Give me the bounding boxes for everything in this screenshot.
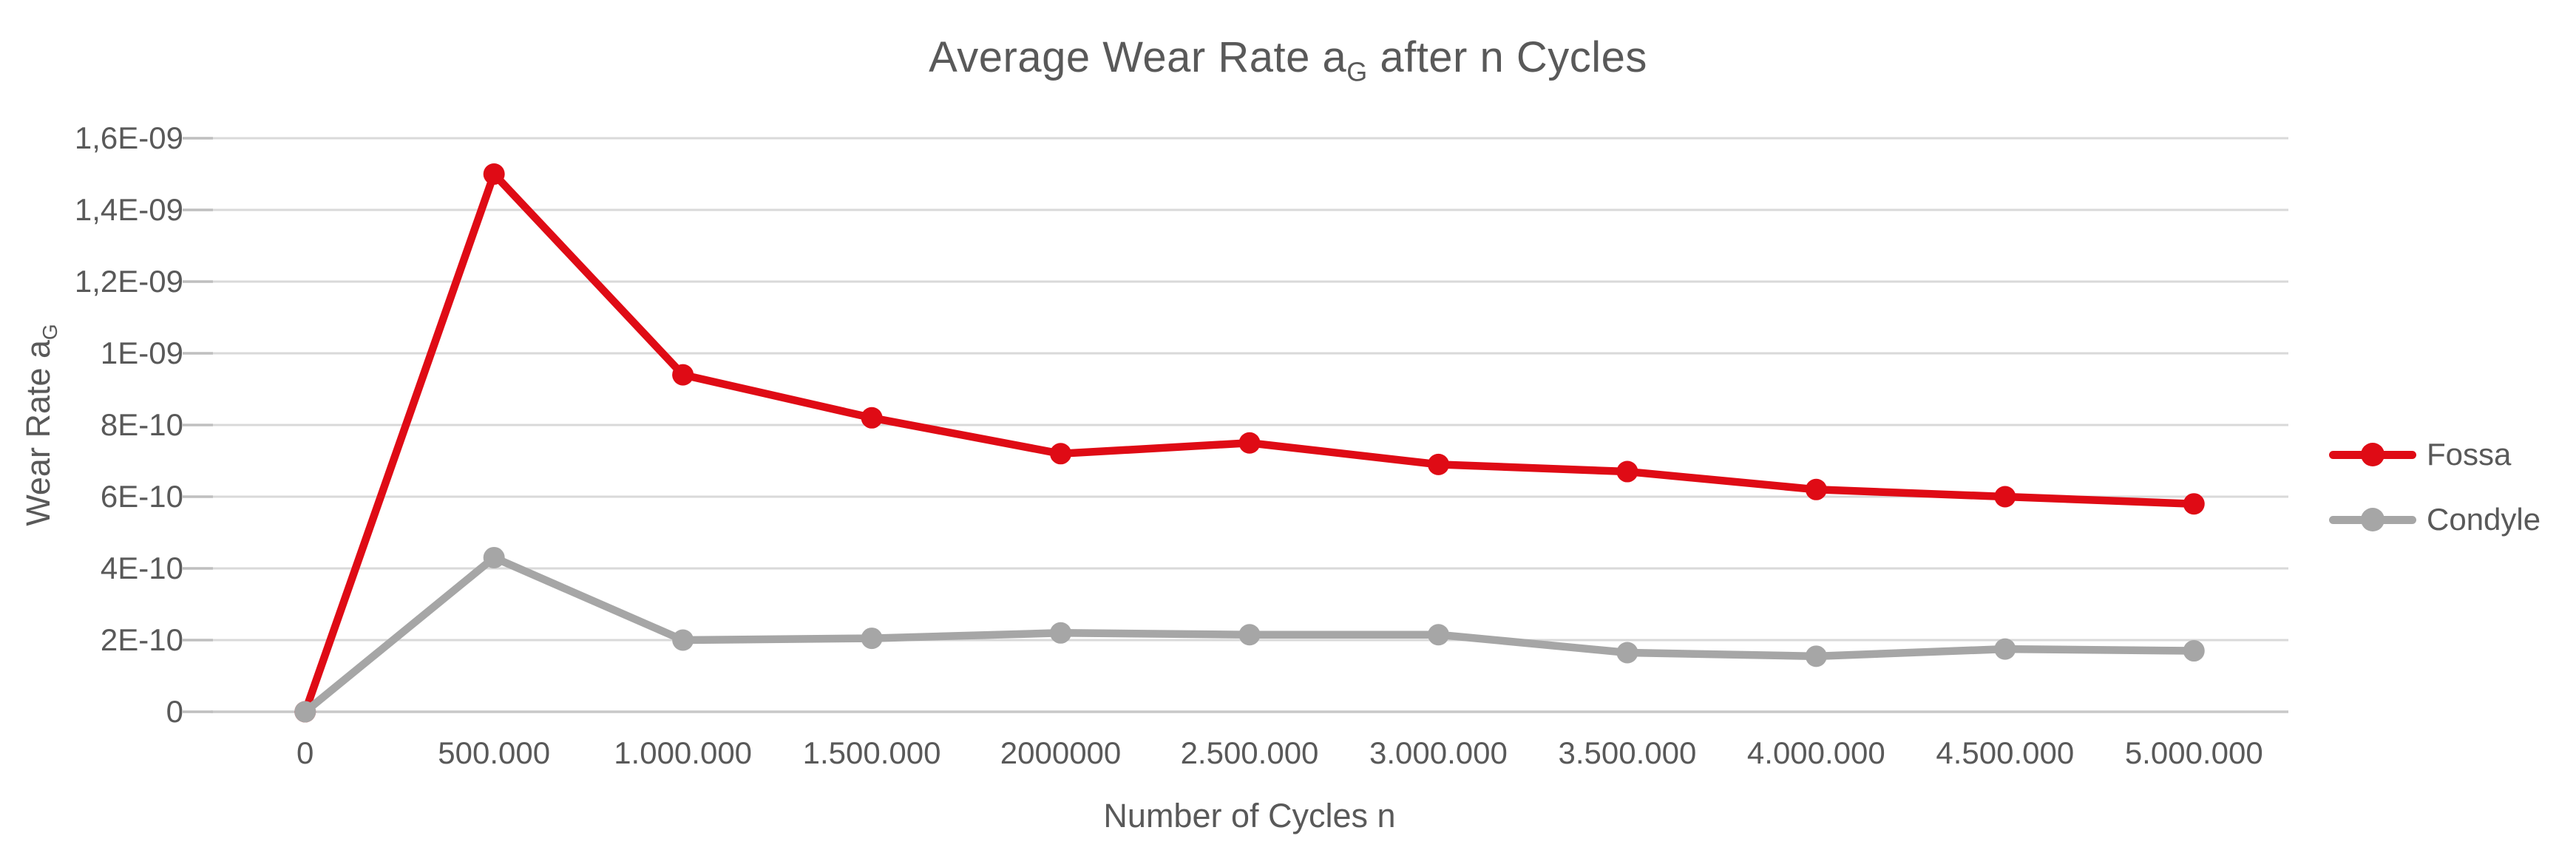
fossa-data-point [1238, 432, 1261, 454]
x-tick-label: 3.000.000 [1369, 735, 1508, 770]
fossa-legend-marker-icon [2329, 443, 2416, 466]
condyle-data-point [1427, 624, 1449, 646]
condyle-data-point [483, 546, 505, 568]
x-tick-label: 2.500.000 [1180, 735, 1319, 770]
x-tick-label: 2000000 [1000, 735, 1122, 770]
fossa-data-point [1050, 443, 1072, 465]
condyle-data-point [2183, 640, 2205, 662]
y-tick-label: 8E-10 [100, 407, 183, 442]
x-tick-label: 1.500.000 [802, 735, 941, 770]
legend-label: Fossa [2427, 437, 2512, 472]
y-tick-label: 1,6E-09 [74, 120, 183, 155]
fossa-data-point [861, 407, 883, 429]
condyle-data-point [1050, 622, 1072, 644]
y-tick-label: 4E-10 [100, 551, 183, 585]
y-tick-label: 1,4E-09 [74, 192, 183, 227]
condyle-data-point [1616, 642, 1638, 664]
y-tick-label: 0 [166, 694, 183, 729]
condyle-data-point [294, 701, 316, 723]
legend: Fossa Condyle [2329, 432, 2541, 543]
condyle-legend-dot-icon [2361, 508, 2385, 531]
condyle-data-point [1994, 638, 2016, 660]
legend-label: Condyle [2427, 502, 2541, 537]
condyle-data-point [1805, 645, 1827, 667]
fossa-data-point [483, 163, 505, 185]
y-tick-label: 1,2E-09 [74, 264, 183, 299]
y-tick-label: 6E-10 [100, 479, 183, 514]
chart-title-text: Average Wear Rate a [929, 33, 1347, 81]
fossa-data-point [1616, 460, 1638, 483]
condyle-data-point [861, 628, 883, 650]
fossa-data-point [672, 364, 694, 386]
condyle-legend-marker-icon [2329, 508, 2416, 531]
x-tick-label: 3.500.000 [1558, 735, 1697, 770]
x-tick-label: 4.000.000 [1746, 735, 1885, 770]
legend-item-condyle: Condyle [2329, 497, 2541, 543]
chart-title-text-suffix: after n Cycles [1367, 33, 1647, 81]
condyle-data-point [672, 629, 694, 651]
fossa-data-point [1805, 478, 1827, 500]
x-tick-label: 1.000.000 [614, 735, 753, 770]
x-tick-label: 5.000.000 [2124, 735, 2263, 770]
x-tick-label: 500.000 [438, 735, 551, 770]
fossa-data-point [1427, 453, 1449, 475]
y-tick-label: 2E-10 [100, 622, 183, 657]
fossa-data-point [1994, 486, 2016, 508]
x-axis-title: Number of Cycles n [1103, 797, 1396, 834]
fossa-legend-dot-icon [2361, 443, 2385, 466]
x-tick-label: 0 [296, 735, 314, 770]
chart-title: Average Wear Rate aG after n Cycles [0, 31, 2576, 87]
legend-item-fossa: Fossa [2329, 432, 2541, 477]
condyle-data-point [1238, 624, 1261, 646]
x-tick-label: 4.500.000 [1936, 735, 2075, 770]
y-tick-label: 1E-09 [100, 336, 183, 370]
fossa-data-point [2183, 493, 2205, 515]
chart-title-subscript: G [1346, 56, 1368, 87]
